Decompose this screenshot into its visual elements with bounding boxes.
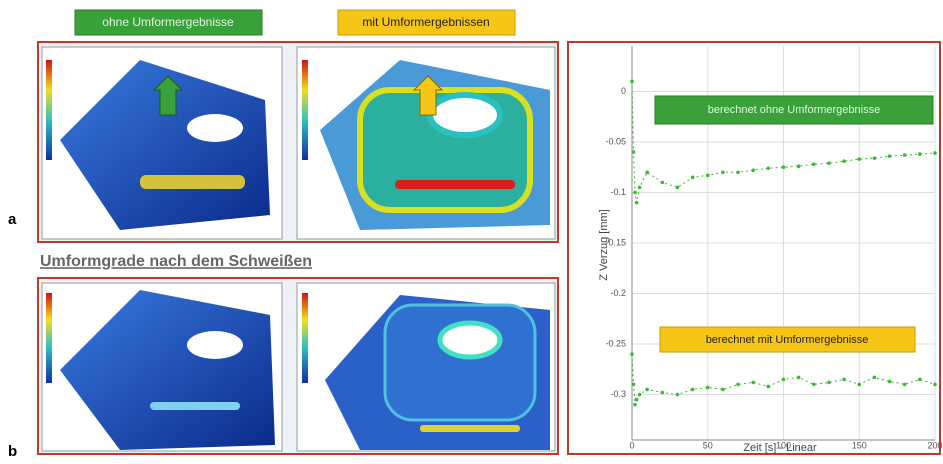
y-axis-label: Z Verzug [mm]	[598, 209, 610, 281]
point	[873, 376, 877, 380]
point	[812, 383, 816, 387]
point	[751, 381, 755, 385]
point	[676, 393, 680, 397]
x-tick-label: 0	[629, 440, 634, 450]
point	[706, 386, 710, 390]
color-scale	[302, 293, 308, 383]
hole	[430, 95, 500, 135]
point	[645, 388, 649, 392]
point	[632, 150, 636, 154]
point	[721, 170, 725, 174]
hole	[187, 331, 243, 359]
point	[812, 162, 816, 166]
point	[661, 391, 665, 395]
point	[638, 393, 642, 397]
point	[782, 378, 786, 382]
point	[635, 201, 639, 205]
point	[706, 174, 710, 178]
x-tick-label: 150	[852, 440, 867, 450]
point	[767, 385, 771, 389]
point	[857, 383, 861, 387]
point	[691, 388, 695, 392]
y-tick-label: 0	[621, 86, 626, 96]
y-tick-label: -0.1	[610, 187, 626, 197]
point	[630, 352, 634, 356]
figure: ohne Umformergebnisse mit Umformergebnis…	[0, 0, 943, 459]
point	[638, 186, 642, 190]
point	[888, 380, 892, 384]
point	[797, 164, 801, 168]
point	[633, 191, 637, 195]
annotation: berechnet ohne Umformergebnisse	[708, 104, 880, 116]
x-tick-label: 200	[927, 440, 942, 450]
point	[918, 152, 922, 156]
color-scale	[302, 60, 308, 160]
point	[632, 383, 636, 387]
x-axis-label: Zeit [s] - Linear	[743, 442, 817, 454]
color-scale	[46, 60, 52, 160]
point	[751, 168, 755, 172]
point	[736, 383, 740, 387]
stress	[140, 175, 245, 189]
point	[918, 378, 922, 382]
point	[857, 157, 861, 161]
y-tick-label: -0.05	[605, 136, 626, 146]
point	[933, 383, 937, 387]
y-tick-label: -0.3	[610, 389, 626, 399]
stress	[395, 180, 515, 189]
panel-letter: a	[8, 211, 17, 228]
hole	[187, 114, 243, 142]
point	[676, 186, 680, 190]
label: ohne Umformergebnisse	[102, 15, 234, 29]
point	[827, 161, 831, 165]
point	[903, 383, 907, 387]
point	[661, 181, 665, 185]
y-tick-label: -0.2	[610, 288, 626, 298]
heading: Umformgrade nach dem Schweißen	[40, 253, 312, 270]
point	[691, 176, 695, 180]
point	[721, 388, 725, 392]
point	[903, 153, 907, 157]
panel-letter: b	[8, 443, 17, 459]
hole	[440, 323, 500, 357]
point	[633, 403, 637, 407]
stress	[150, 402, 240, 410]
stress	[420, 425, 520, 432]
point	[630, 80, 634, 84]
point	[827, 381, 831, 385]
x-tick-label: 50	[703, 440, 713, 450]
point	[782, 165, 786, 169]
label: mit Umformergebnissen	[362, 15, 489, 29]
point	[635, 398, 639, 402]
annotation: berechnet mit Umformergebnisse	[706, 334, 869, 346]
point	[797, 376, 801, 380]
point	[736, 170, 740, 174]
point	[888, 154, 892, 158]
point	[842, 159, 846, 163]
color-scale	[46, 293, 52, 383]
point	[645, 170, 649, 174]
point	[842, 378, 846, 382]
y-tick-label: -0.25	[605, 338, 626, 348]
point	[767, 166, 771, 170]
point	[933, 151, 937, 155]
point	[873, 156, 877, 160]
